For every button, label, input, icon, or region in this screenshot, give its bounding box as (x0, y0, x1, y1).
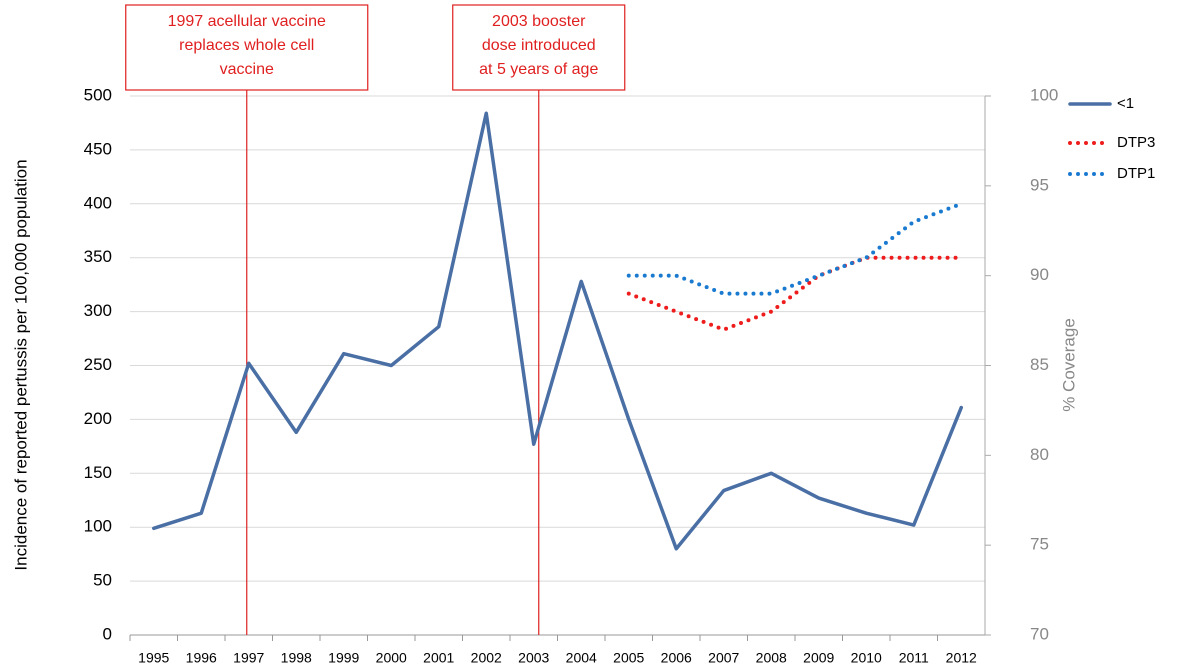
x-tick-label: 2004 (566, 650, 597, 666)
x-tick-label: 1999 (328, 650, 359, 666)
y2-axis-label: % Coverage (1059, 318, 1078, 412)
x-tick-label: 2002 (471, 650, 502, 666)
series-line (626, 255, 964, 332)
y2-tick-label: 100 (1030, 85, 1058, 104)
x-tick-label: 2003 (518, 650, 549, 666)
series-line (626, 201, 964, 296)
y-tick-label: 450 (84, 139, 112, 158)
x-tick-label: 2007 (708, 650, 739, 666)
y-tick-label: 250 (84, 355, 112, 374)
x-tick-label: 2010 (851, 650, 882, 666)
x-tick-label: 1996 (186, 650, 217, 666)
y-tick-label: 200 (84, 409, 112, 428)
y2-tick-label: 75 (1030, 535, 1049, 554)
y2-tick-label: 85 (1030, 355, 1049, 374)
x-tick-label: 2008 (756, 650, 787, 666)
annotation-box (125, 4, 369, 91)
annotation-text: 2003 booster (492, 13, 586, 30)
y-axis-label: Incidence of reported pertussis per 100,… (11, 159, 30, 570)
annotation-text: dose introduced (482, 37, 596, 54)
y2-tick-label: 90 (1030, 265, 1049, 284)
y-tick-label: 0 (103, 624, 112, 643)
y-tick-label: 300 (84, 301, 112, 320)
annotation-text: vaccine (220, 61, 274, 78)
x-tick-label: 2001 (423, 650, 454, 666)
x-tick-label: 2009 (803, 650, 834, 666)
x-tick-label: 2000 (376, 650, 407, 666)
x-tick-label: 2011 (899, 650, 929, 666)
legend-label: DTP1 (1117, 165, 1155, 182)
legend-label: <1 (1117, 95, 1134, 112)
x-tick-label: 2012 (946, 650, 977, 666)
annotation-text: at 5 years of age (479, 61, 598, 78)
x-tick-label: 1997 (233, 650, 264, 666)
annotation-text: replaces whole cell (179, 37, 314, 54)
y-tick-label: 100 (84, 517, 112, 536)
legend-label: DTP3 (1117, 134, 1155, 151)
y-tick-label: 400 (84, 193, 112, 212)
x-tick-label: 1998 (281, 650, 312, 666)
x-tick-label: 2006 (661, 650, 692, 666)
y-tick-label: 50 (93, 571, 112, 590)
y2-tick-label: 80 (1030, 445, 1049, 464)
y2-tick-label: 70 (1030, 624, 1049, 643)
annotation-text: 1997 acellular vaccine (168, 13, 326, 30)
x-tick-label: 2005 (613, 650, 644, 666)
x-tick-label: 1995 (138, 650, 169, 666)
annotation-box (452, 4, 626, 91)
y-tick-label: 500 (84, 85, 112, 104)
y-tick-label: 350 (84, 247, 112, 266)
y2-tick-label: 95 (1030, 175, 1049, 194)
y-tick-label: 150 (84, 463, 112, 482)
series-line (152, 111, 963, 551)
